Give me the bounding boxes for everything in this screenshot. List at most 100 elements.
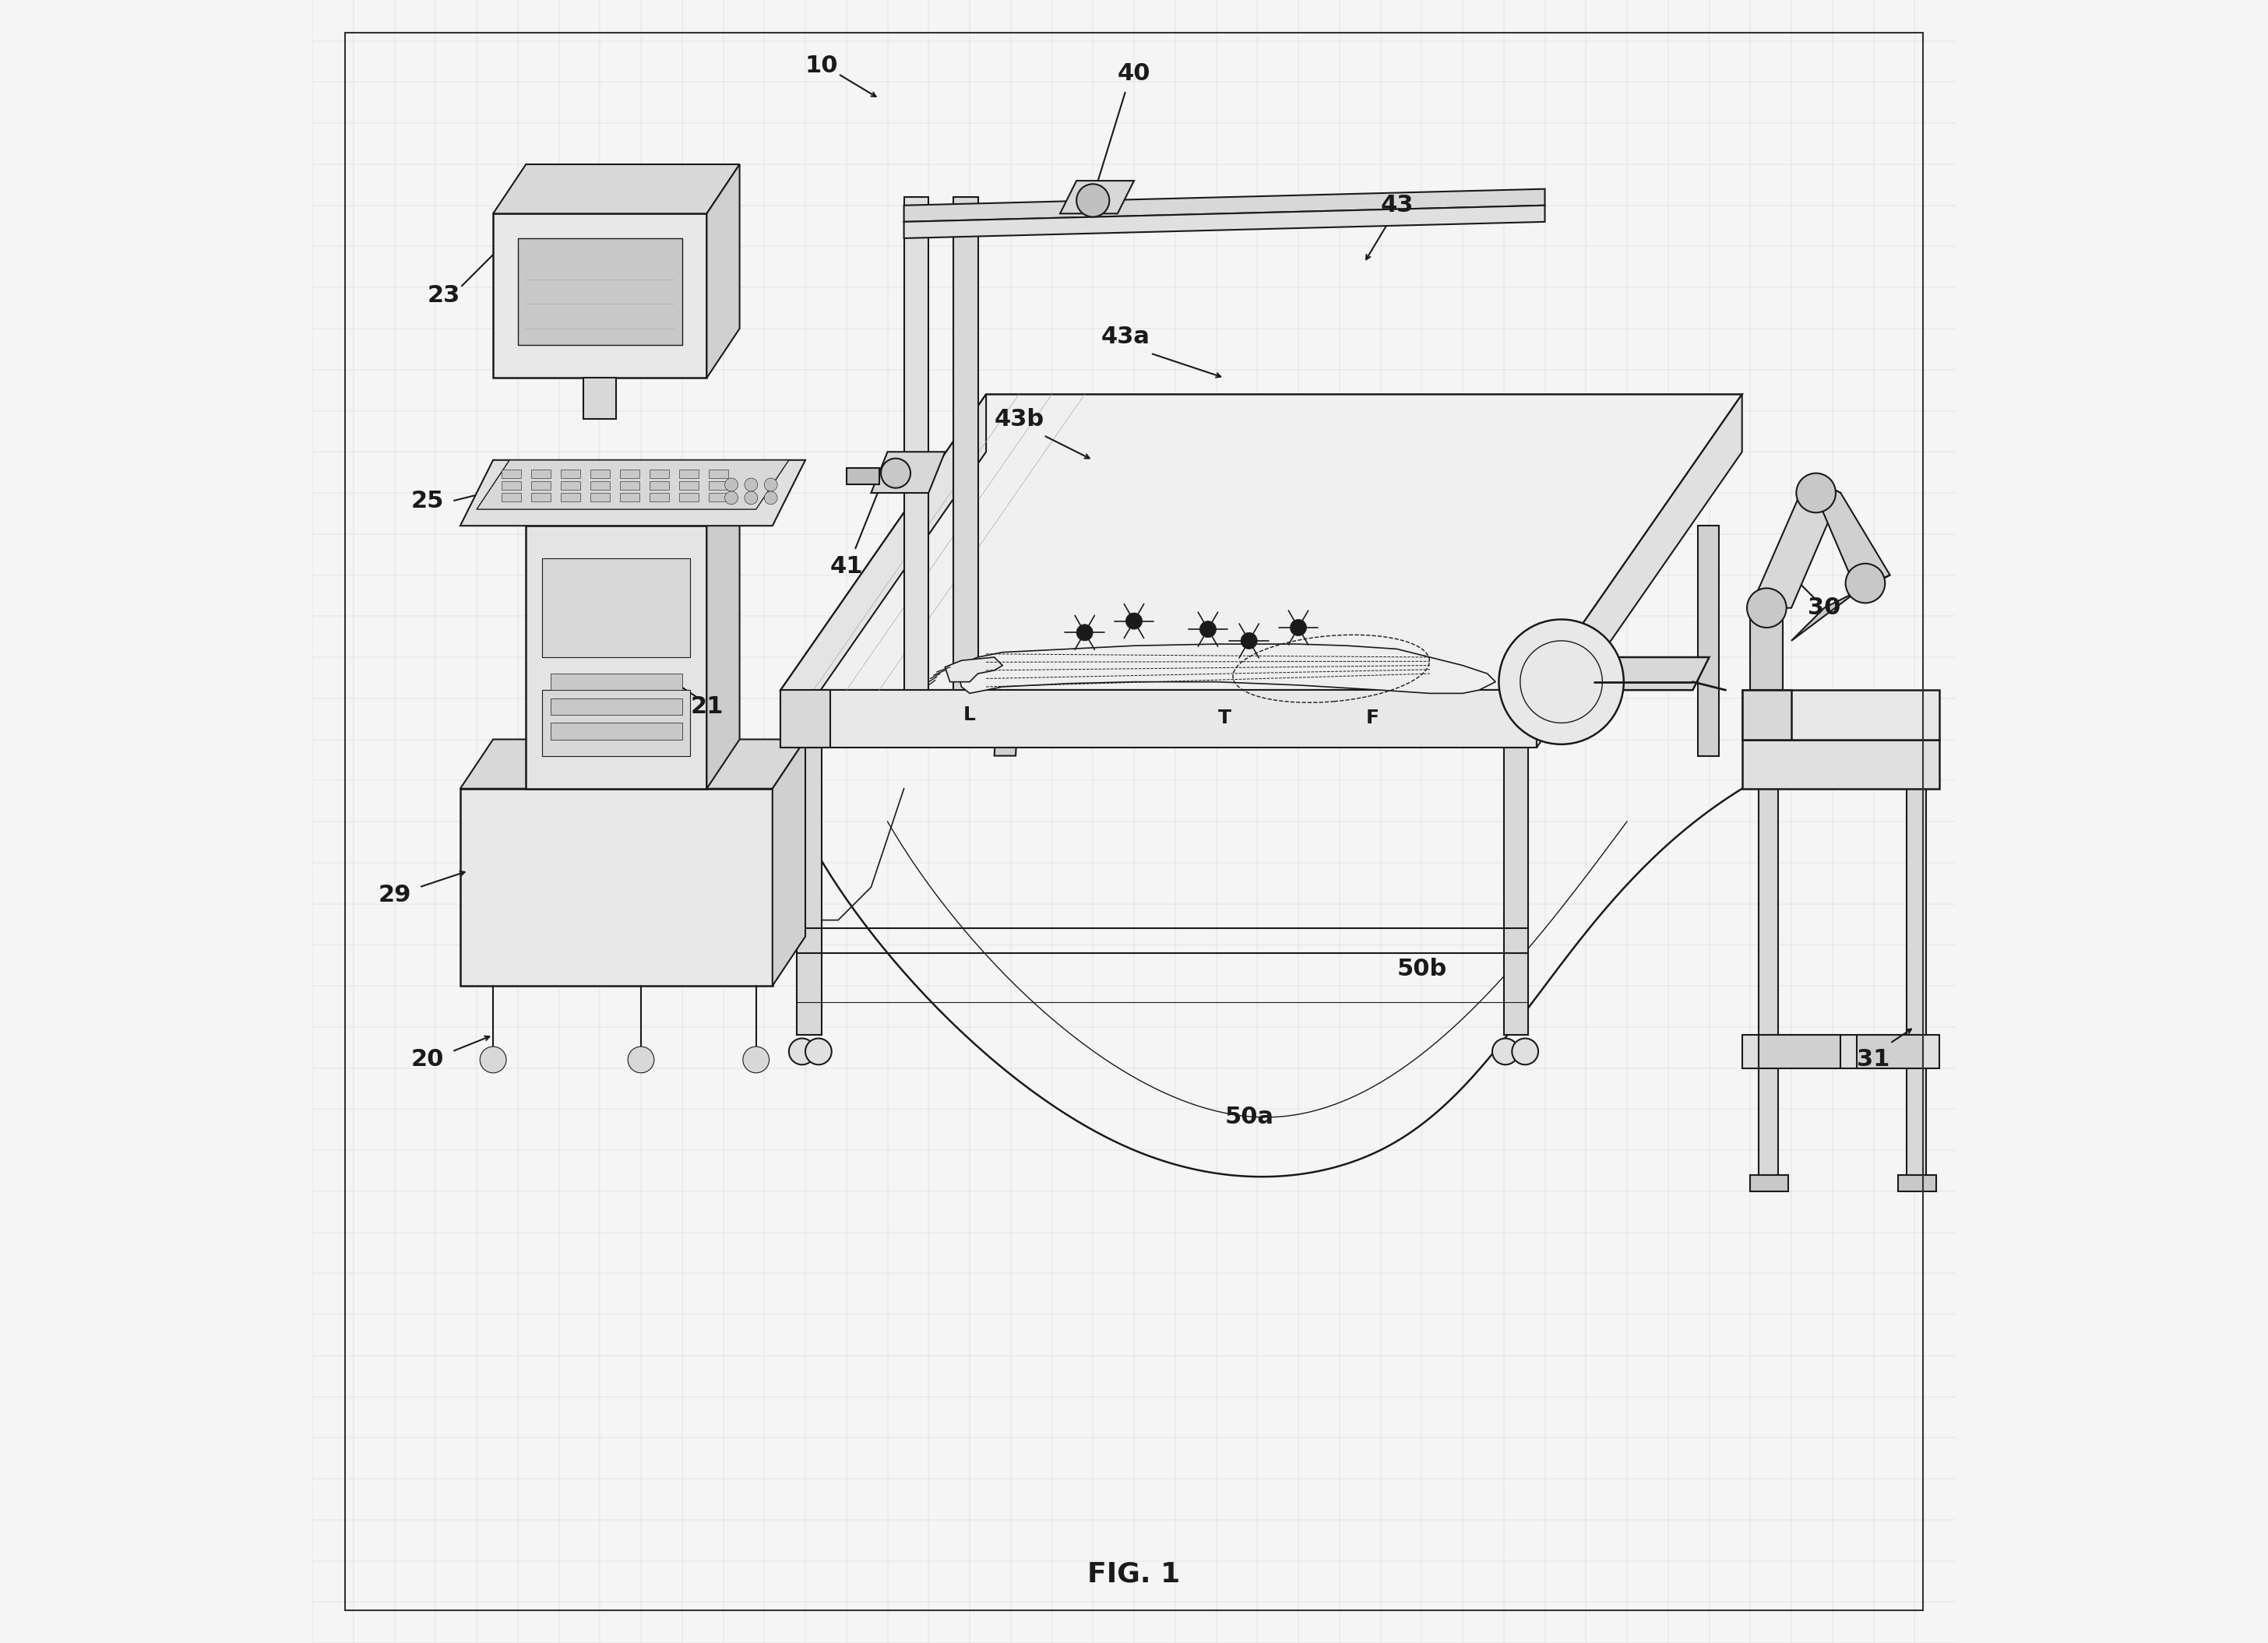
Circle shape [744, 1047, 769, 1073]
Text: T: T [1218, 708, 1232, 728]
Polygon shape [492, 214, 708, 378]
Bar [531, 470, 551, 478]
Polygon shape [708, 164, 739, 378]
Polygon shape [946, 657, 1002, 682]
Bar [649, 470, 669, 478]
Text: 25: 25 [411, 490, 445, 513]
Bar [708, 470, 728, 478]
Polygon shape [583, 378, 617, 419]
Polygon shape [905, 197, 928, 690]
Circle shape [880, 458, 909, 488]
Bar [678, 470, 699, 478]
Text: L: L [964, 705, 975, 725]
Text: 50a: 50a [1225, 1106, 1275, 1129]
Bar [551, 674, 683, 690]
Polygon shape [780, 394, 1742, 690]
Bar [551, 723, 683, 739]
Polygon shape [1857, 1035, 1923, 1068]
Bar [708, 481, 728, 490]
Polygon shape [1758, 1035, 1842, 1068]
Text: 50b: 50b [1397, 958, 1447, 981]
Polygon shape [460, 460, 805, 526]
Text: 43a: 43a [1102, 325, 1150, 348]
Bar [542, 559, 689, 657]
Polygon shape [780, 690, 830, 748]
Polygon shape [780, 690, 1538, 748]
Polygon shape [1504, 748, 1529, 1035]
Circle shape [764, 491, 778, 504]
Polygon shape [460, 789, 773, 986]
Bar [560, 481, 581, 490]
Bar [531, 493, 551, 501]
Polygon shape [905, 189, 1545, 222]
Polygon shape [460, 739, 805, 789]
Circle shape [1200, 621, 1216, 637]
Circle shape [1796, 473, 1835, 513]
Bar [501, 493, 522, 501]
Polygon shape [780, 394, 987, 748]
Polygon shape [1059, 181, 1134, 214]
Circle shape [805, 1038, 832, 1065]
Polygon shape [476, 460, 789, 509]
Text: 43b: 43b [993, 407, 1043, 430]
Circle shape [1125, 613, 1143, 629]
Circle shape [1746, 588, 1787, 628]
Text: 20: 20 [411, 1048, 445, 1071]
Circle shape [726, 491, 737, 504]
Circle shape [744, 491, 758, 504]
Bar [501, 481, 522, 490]
Circle shape [628, 1047, 653, 1073]
Polygon shape [526, 526, 708, 789]
Text: 21: 21 [689, 695, 723, 718]
Text: 41: 41 [830, 555, 862, 578]
Polygon shape [773, 739, 805, 986]
Circle shape [1241, 633, 1256, 649]
Polygon shape [1751, 1175, 1787, 1191]
Polygon shape [957, 644, 1495, 693]
Bar [501, 470, 522, 478]
Bar [619, 493, 640, 501]
Polygon shape [1808, 476, 1889, 591]
Polygon shape [1907, 789, 1926, 1183]
Bar [560, 470, 581, 478]
Polygon shape [1742, 1035, 1939, 1068]
Polygon shape [708, 476, 739, 789]
Polygon shape [871, 452, 946, 493]
Polygon shape [993, 526, 1027, 756]
Circle shape [1499, 619, 1624, 744]
Circle shape [744, 478, 758, 491]
Polygon shape [1538, 394, 1742, 748]
Bar [619, 470, 640, 478]
Text: 10: 10 [805, 54, 839, 77]
Polygon shape [953, 197, 978, 690]
Circle shape [1290, 619, 1306, 636]
Circle shape [789, 1038, 814, 1065]
Circle shape [1077, 184, 1109, 217]
Polygon shape [796, 748, 821, 1035]
Bar [649, 481, 669, 490]
Polygon shape [526, 476, 739, 526]
Polygon shape [1742, 690, 1939, 739]
Circle shape [481, 1047, 506, 1073]
Circle shape [1846, 564, 1885, 603]
Bar [708, 493, 728, 501]
Circle shape [1492, 1038, 1520, 1065]
Polygon shape [905, 205, 1545, 238]
Circle shape [1077, 624, 1093, 641]
Bar [551, 698, 683, 715]
Bar [560, 493, 581, 501]
Text: 31: 31 [1857, 1048, 1889, 1071]
Text: F: F [1365, 708, 1379, 728]
Bar [590, 481, 610, 490]
Polygon shape [1758, 789, 1778, 1183]
Text: 43: 43 [1381, 194, 1413, 217]
Bar [678, 481, 699, 490]
Circle shape [764, 478, 778, 491]
Text: 23: 23 [426, 284, 460, 307]
Text: 30: 30 [1808, 596, 1842, 619]
Text: 40: 40 [1118, 62, 1150, 85]
Polygon shape [1594, 657, 1710, 690]
Circle shape [1513, 1038, 1538, 1065]
Bar [531, 481, 551, 490]
Text: 29: 29 [379, 884, 411, 907]
